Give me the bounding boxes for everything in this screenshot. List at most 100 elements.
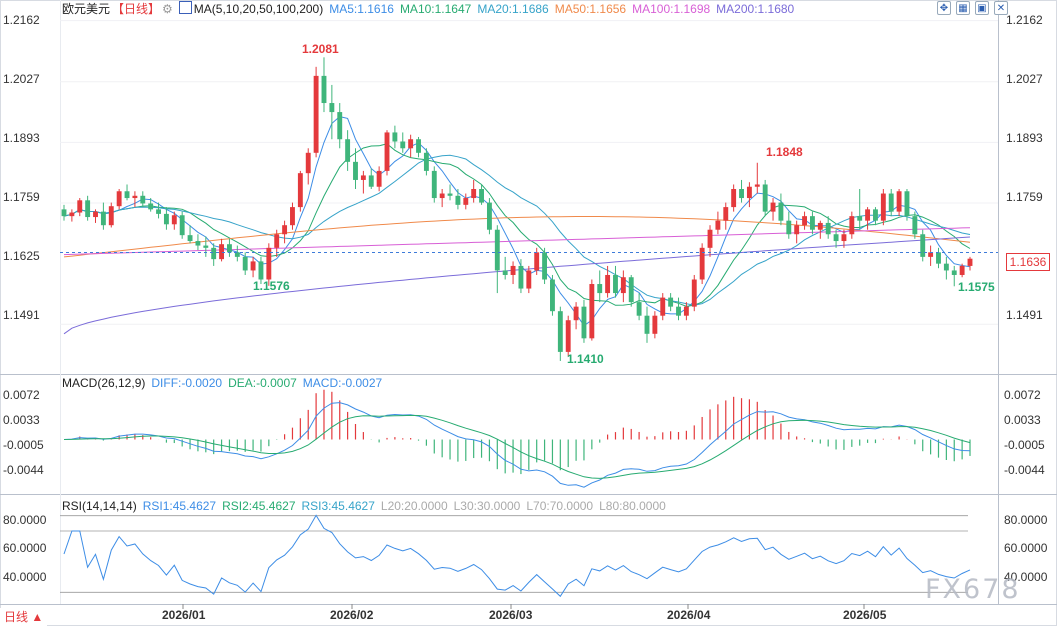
macd-value: MACD:-0.0027 xyxy=(302,376,383,390)
ma10-line xyxy=(63,143,971,307)
period-label[interactable]: 【日线】 xyxy=(112,2,161,16)
candle-body xyxy=(912,216,918,235)
candle-body xyxy=(163,213,169,225)
ma100-value: MA100:1.1698 xyxy=(632,2,711,16)
x-tick-label: 2026/02 xyxy=(330,608,374,622)
candle-body xyxy=(636,302,642,316)
candle-body xyxy=(266,247,272,280)
candle-body xyxy=(132,195,138,199)
x-tick-label: 2026/04 xyxy=(667,608,711,622)
period-toggle-button[interactable]: 日线 ▲ xyxy=(0,608,48,626)
rsi-l70: L70:70.0000 xyxy=(526,499,594,513)
ma5-line xyxy=(63,116,971,327)
macd-tick-left: 0.0072 xyxy=(3,388,40,402)
rsi2-value: RSI2:45.4627 xyxy=(222,499,296,513)
candle-body xyxy=(463,198,469,205)
candle-body xyxy=(581,306,587,339)
low-annotation: 1.1410 xyxy=(567,352,604,366)
price-tick-left: 1.1491 xyxy=(3,308,40,322)
candle-body xyxy=(423,152,429,171)
candle-body xyxy=(550,279,555,312)
rsi-tick-left: 40.0000 xyxy=(3,570,47,584)
rsi-l20: L20:20.0000 xyxy=(380,499,448,513)
candle-body xyxy=(873,209,878,221)
candle-body xyxy=(683,306,689,316)
ma200-value: MA200:1.1680 xyxy=(716,2,795,16)
candle-body xyxy=(754,184,760,187)
ma50-value: MA50:1.1656 xyxy=(554,2,627,16)
price-tick-right: 1.2027 xyxy=(1006,72,1043,86)
candle-body xyxy=(69,212,75,217)
high-annotation: 1.1848 xyxy=(766,145,803,159)
gear-icon[interactable]: ⚙ xyxy=(162,2,173,16)
candle-body xyxy=(400,141,406,149)
macd-tick-right: 0.0033 xyxy=(1004,413,1041,427)
candle-body xyxy=(605,274,611,294)
candle-body xyxy=(691,279,697,307)
rsi-l30: L30:30.0000 xyxy=(453,499,521,513)
close-icon[interactable]: ✕ xyxy=(994,1,1008,15)
macd-tick-left: -0.0044 xyxy=(3,463,44,477)
rsi-line xyxy=(63,514,971,598)
candle-body xyxy=(219,244,225,260)
candle-body xyxy=(557,311,563,352)
screenshot-icon[interactable]: ▣ xyxy=(975,1,989,15)
chart-icon[interactable] xyxy=(178,1,192,14)
rsi-tick-left: 60.0000 xyxy=(3,541,47,555)
candle-body xyxy=(644,315,650,334)
macd-title: MACD(26,12,9) xyxy=(62,376,146,390)
ma200-line xyxy=(63,236,971,335)
candle-body xyxy=(290,207,295,226)
expand-icon[interactable]: ✥ xyxy=(937,1,951,15)
candle-body xyxy=(857,216,863,221)
candle-body xyxy=(731,189,737,208)
price-tick-right: 1.1893 xyxy=(1006,131,1043,145)
candle-body xyxy=(479,189,484,203)
candle-body xyxy=(258,261,264,280)
candle-body xyxy=(77,200,83,213)
candle-body xyxy=(668,297,674,307)
price-tick-left: 1.1759 xyxy=(3,190,40,204)
candle-body xyxy=(628,277,634,303)
candle-body xyxy=(510,265,516,275)
ma-params: MA(5,10,20,50,100,200) xyxy=(193,2,324,16)
macd-tick-right: 0.0072 xyxy=(1004,388,1041,402)
candle-body xyxy=(416,139,421,153)
candle-body xyxy=(494,229,500,271)
candle-body xyxy=(148,203,154,210)
ma20-value: MA20:1.1686 xyxy=(477,2,549,16)
candle-body xyxy=(85,200,91,218)
candle-body xyxy=(108,206,114,226)
candle-body xyxy=(817,222,823,230)
candle-body xyxy=(250,261,256,271)
candle-body xyxy=(613,274,618,294)
macd-tick-right: -0.0044 xyxy=(1004,463,1045,477)
macd-dea-line xyxy=(63,414,971,479)
macd-tick-left: 0.0033 xyxy=(3,413,40,427)
candle-body xyxy=(865,209,871,221)
candle-body xyxy=(928,252,934,257)
layout-icon[interactable]: ▦ xyxy=(956,1,970,15)
candle-body xyxy=(778,202,784,221)
candle-body xyxy=(920,234,926,257)
candle-body xyxy=(967,258,973,266)
candle-body xyxy=(660,297,666,316)
candle-body xyxy=(589,284,595,339)
candle-body xyxy=(739,189,744,199)
macd-tick-left: -0.0005 xyxy=(3,438,44,452)
candle-body xyxy=(786,220,792,235)
ma20-line xyxy=(63,154,971,306)
candle-body xyxy=(297,173,303,208)
candle-body xyxy=(124,191,130,199)
candle-body xyxy=(833,234,839,242)
candle-body xyxy=(392,132,398,142)
high-annotation: 1.2081 xyxy=(302,42,339,56)
rsi-tick-left: 80.0000 xyxy=(3,513,47,527)
candle-body xyxy=(156,209,161,214)
candle-body xyxy=(455,195,461,205)
candle-body xyxy=(951,270,957,275)
candle-body xyxy=(676,306,681,316)
candle-body xyxy=(439,193,445,199)
